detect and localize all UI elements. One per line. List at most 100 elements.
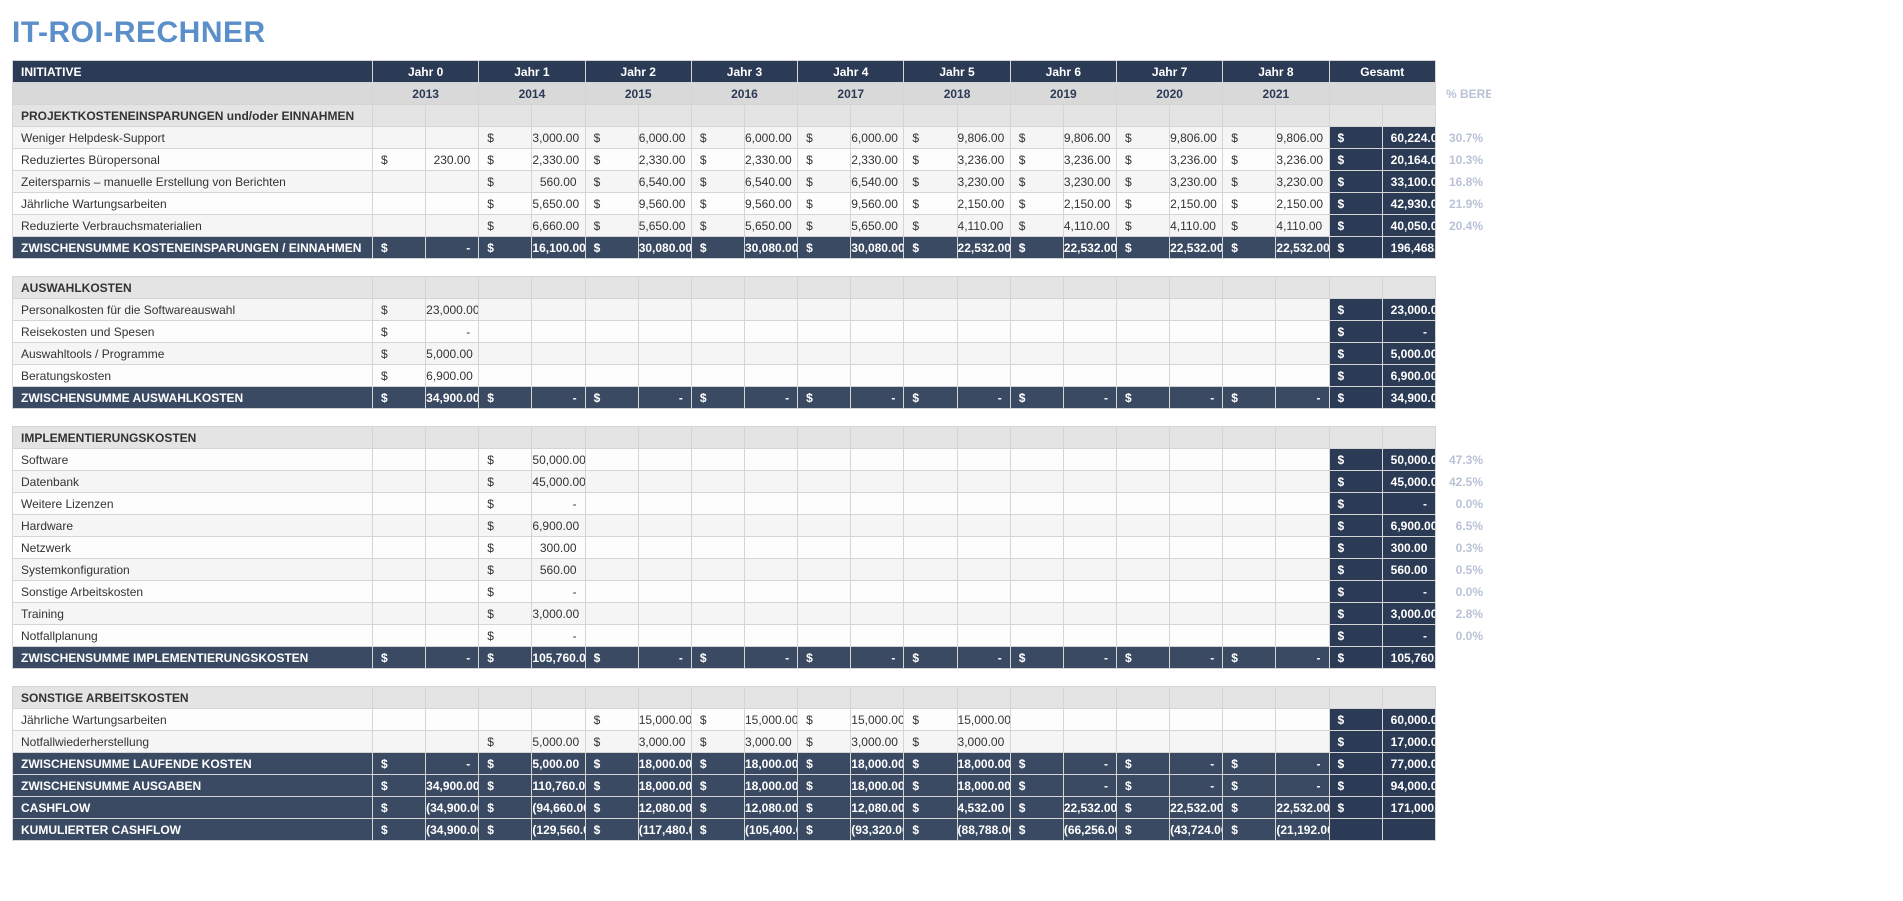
currency-symbol: $ <box>1329 797 1382 819</box>
currency-symbol <box>1223 493 1276 515</box>
currency-symbol: $ <box>1329 299 1382 321</box>
data-row: Jährliche Wartungsarbeiten$5,650.00$9,56… <box>13 193 1492 215</box>
currency-symbol: $ <box>585 237 638 259</box>
cell-value <box>744 537 797 559</box>
currency-symbol: $ <box>798 127 851 149</box>
currency-symbol <box>1223 471 1276 493</box>
pct-value: 0.0% <box>1436 493 1492 515</box>
cell-value <box>426 603 479 625</box>
header-year-value: 2014 <box>479 83 585 105</box>
pct-value: 20.4% <box>1436 215 1492 237</box>
cell-value: 6,900.00 <box>532 515 585 537</box>
currency-symbol <box>904 559 957 581</box>
cell-value: 2,330.00 <box>532 149 585 171</box>
currency-symbol: $ <box>1329 709 1382 731</box>
spacer-row <box>13 669 1492 687</box>
cell-value <box>638 603 691 625</box>
currency-symbol <box>798 537 851 559</box>
currency-symbol <box>1116 493 1169 515</box>
currency-symbol: $ <box>904 819 957 841</box>
data-row: Reduziertes Büropersonal$230.00$2,330.00… <box>13 149 1492 171</box>
cell-value <box>1170 493 1223 515</box>
cell-value: 2,330.00 <box>638 149 691 171</box>
currency-symbol: $ <box>798 797 851 819</box>
cell-value: 22,532.00 <box>1276 237 1329 259</box>
currency-symbol: $ <box>798 775 851 797</box>
section-title: SONSTIGE ARBEITSKOSTEN <box>13 687 373 709</box>
pct-value <box>1436 709 1492 731</box>
header-year-label: Jahr 6 <box>1010 61 1116 83</box>
cell-value: 6,660.00 <box>532 215 585 237</box>
cell-value <box>1170 515 1223 537</box>
currency-symbol: $ <box>373 365 426 387</box>
currency-symbol: $ <box>904 171 957 193</box>
currency-symbol: $ <box>1223 127 1276 149</box>
currency-symbol: $ <box>373 149 426 171</box>
pct-value: 16.8% <box>1436 171 1492 193</box>
cell-value <box>426 537 479 559</box>
cell-value: 18,000.00 <box>851 753 904 775</box>
currency-symbol <box>1010 625 1063 647</box>
cell-value: 18,000.00 <box>851 775 904 797</box>
currency-symbol <box>1116 581 1169 603</box>
header-year-value: 2019 <box>1010 83 1116 105</box>
cell-value <box>1170 581 1223 603</box>
currency-symbol: $ <box>904 731 957 753</box>
cell-value <box>1276 537 1329 559</box>
header-year-value: 2021 <box>1223 83 1329 105</box>
currency-symbol: $ <box>1329 581 1382 603</box>
currency-symbol: $ <box>1329 127 1382 149</box>
section-title: IMPLEMENTIERUNGSKOSTEN <box>13 427 373 449</box>
cell-value <box>851 603 904 625</box>
currency-symbol: $ <box>1116 775 1169 797</box>
currency-symbol <box>479 365 532 387</box>
currency-symbol: $ <box>1223 753 1276 775</box>
cell-value: 560.00 <box>532 171 585 193</box>
cell-value <box>957 515 1010 537</box>
currency-symbol: $ <box>479 493 532 515</box>
total-value: 33,100.00 <box>1382 171 1435 193</box>
currency-symbol <box>373 471 426 493</box>
currency-symbol <box>1223 365 1276 387</box>
header-gesamt: Gesamt <box>1329 61 1435 83</box>
row-label: Reduzierte Verbrauchsmaterialien <box>13 215 373 237</box>
currency-symbol: $ <box>373 775 426 797</box>
currency-symbol <box>479 299 532 321</box>
currency-symbol: $ <box>479 775 532 797</box>
currency-symbol: $ <box>585 797 638 819</box>
cell-value: 230.00 <box>426 149 479 171</box>
currency-symbol <box>373 625 426 647</box>
pct-value <box>1436 731 1492 753</box>
currency-symbol <box>1116 321 1169 343</box>
cell-value: 2,150.00 <box>1063 193 1116 215</box>
cell-value <box>1276 581 1329 603</box>
total-value: 6,900.00 <box>1382 365 1435 387</box>
currency-symbol: $ <box>798 193 851 215</box>
cell-value <box>1063 625 1116 647</box>
currency-symbol: $ <box>798 171 851 193</box>
cell-value: 50,000.00 <box>532 449 585 471</box>
cell-value <box>851 537 904 559</box>
pct-value: 10.3% <box>1436 149 1492 171</box>
cell-value <box>426 515 479 537</box>
currency-symbol: $ <box>585 731 638 753</box>
cell-value <box>1276 493 1329 515</box>
cell-value: 9,806.00 <box>957 127 1010 149</box>
total-value: 40,050.00 <box>1382 215 1435 237</box>
cell-value: - <box>1170 753 1223 775</box>
cell-value <box>851 625 904 647</box>
currency-symbol: $ <box>1010 797 1063 819</box>
currency-symbol <box>798 625 851 647</box>
data-row: Zeitersparnis – manuelle Erstellung von … <box>13 171 1492 193</box>
row-label: Jährliche Wartungsarbeiten <box>13 193 373 215</box>
total-value: - <box>1382 321 1435 343</box>
cell-value: (34,900.00) <box>426 819 479 841</box>
currency-symbol <box>373 449 426 471</box>
total-value: 42,930.00 <box>1382 193 1435 215</box>
cell-value <box>851 559 904 581</box>
cell-value: 4,110.00 <box>1276 215 1329 237</box>
cell-value <box>532 709 585 731</box>
cell-value: (34,900.00) <box>426 797 479 819</box>
cell-value: (94,660.00) <box>532 797 585 819</box>
currency-symbol: $ <box>1116 753 1169 775</box>
